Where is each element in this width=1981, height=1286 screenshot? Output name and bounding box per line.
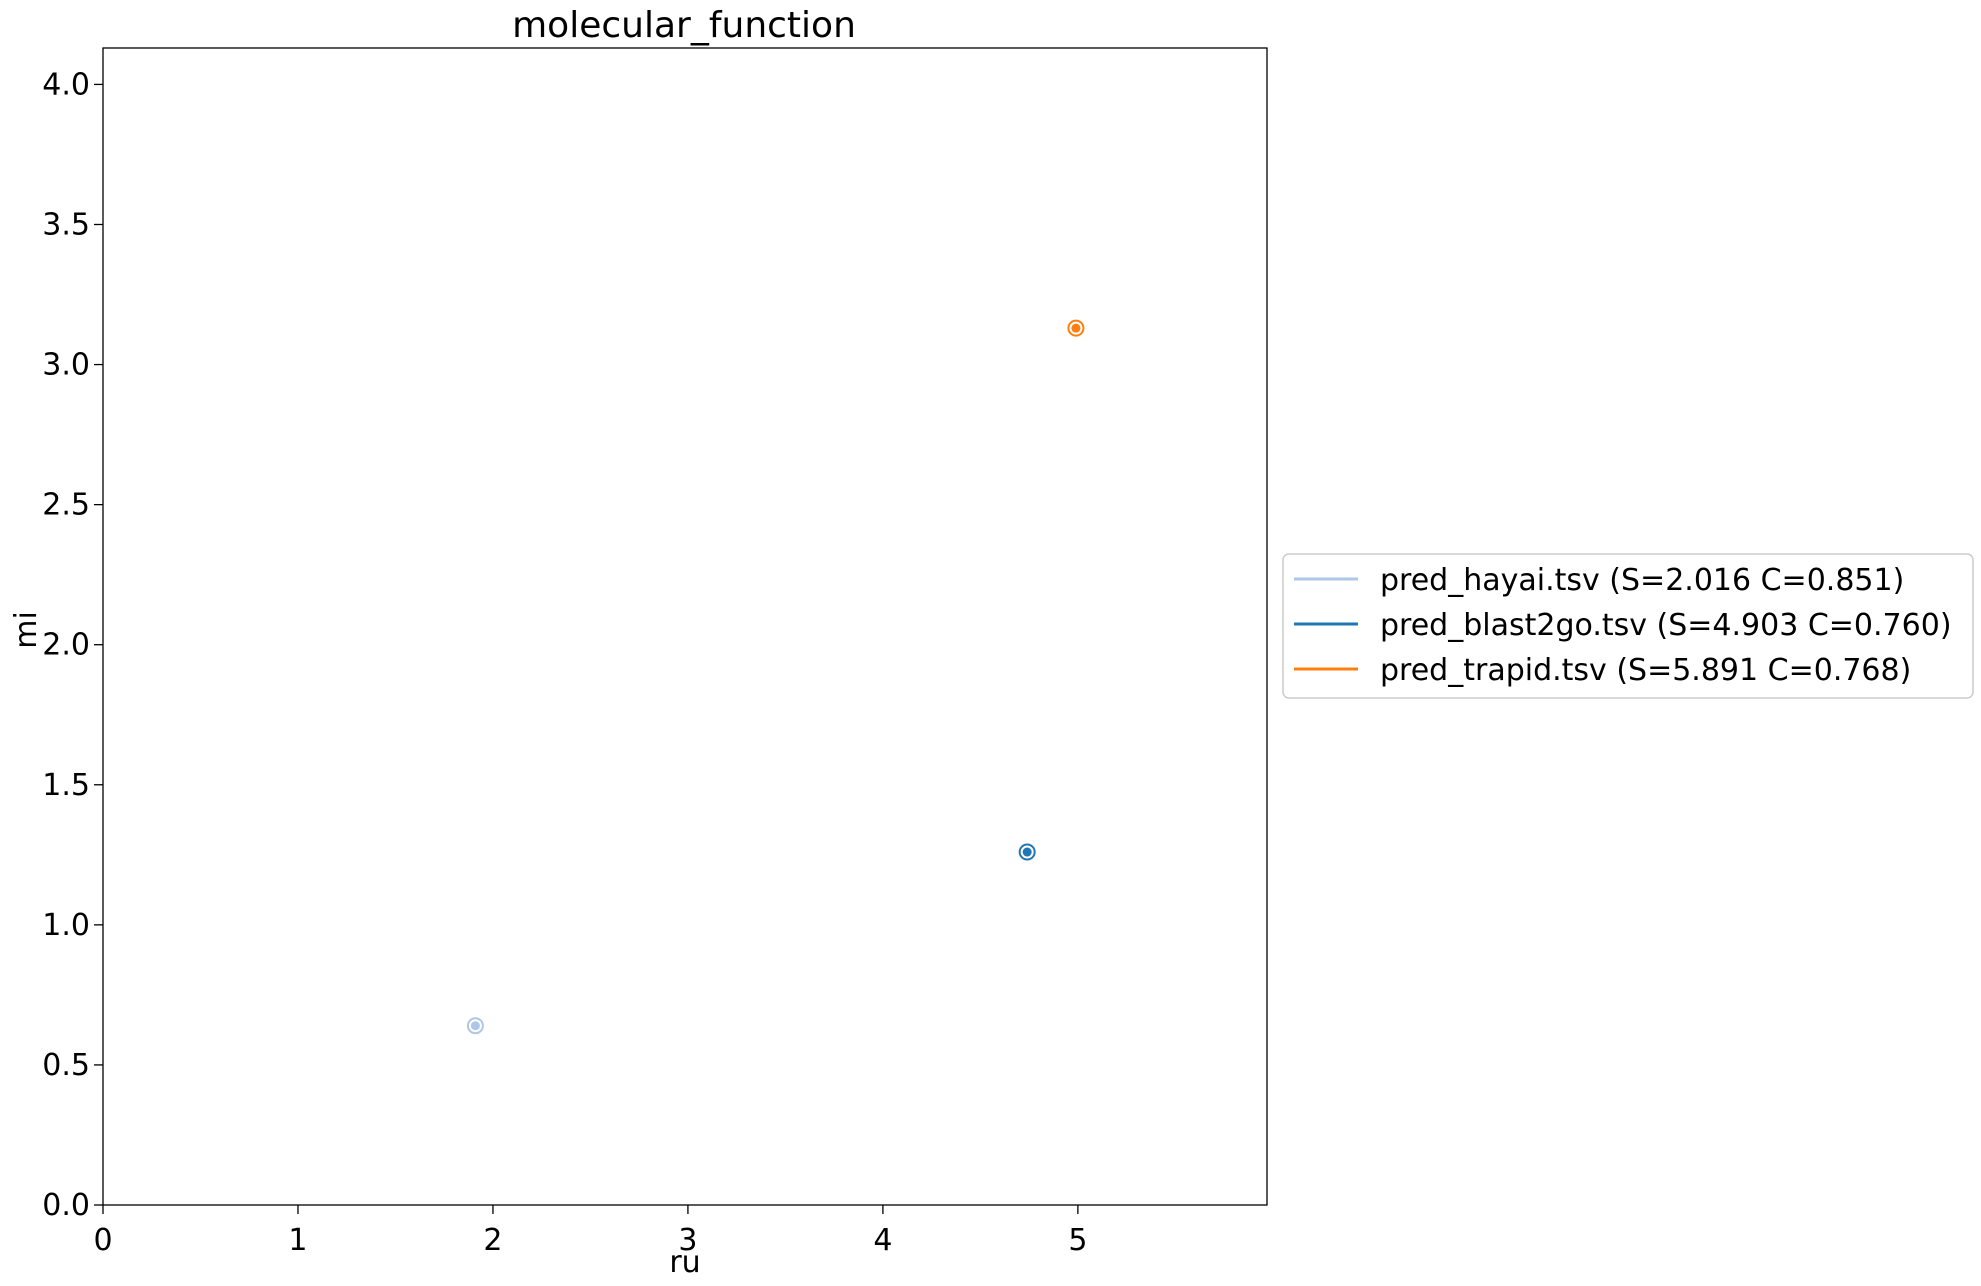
data-point <box>1071 323 1081 333</box>
y-tick-label: 4.0 <box>42 67 90 102</box>
legend-label: pred_hayai.tsv (S=2.016 C=0.851) <box>1380 563 1904 598</box>
y-tick-label: 0.0 <box>42 1188 90 1223</box>
y-tick-label: 3.5 <box>42 207 90 242</box>
data-points <box>466 319 1085 1035</box>
y-tick-label: 1.0 <box>42 908 90 943</box>
axis-ticks: 0 1 2 3 4 5 0.0 0.5 1.0 1.5 2.0 2.5 3.0 3.5 4.0 <box>42 67 1087 1258</box>
legend-items: pred_hayai.tsv (S=2.016 C=0.851) pred_bla… <box>1294 563 1952 688</box>
x-tick-label: 0 <box>93 1223 112 1258</box>
x-axis-label: ru <box>669 1245 700 1280</box>
legend-frame <box>1282 553 1974 699</box>
x-tick-label: 1 <box>288 1223 307 1258</box>
chart-title: molecular_function <box>512 5 856 46</box>
data-point <box>470 1021 480 1031</box>
x-tick-label: 5 <box>1068 1223 1087 1258</box>
y-tick-label: 0.5 <box>42 1048 90 1083</box>
plot-area-frame <box>102 47 1268 1206</box>
legend-label: pred_trapid.tsv (S=5.891 C=0.768) <box>1380 653 1911 688</box>
x-tick-label: 3 <box>678 1223 697 1258</box>
legend-label: pred_blast2go.tsv (S=4.903 C=0.760) <box>1380 608 1952 643</box>
y-tick-label: 3.0 <box>42 348 90 383</box>
y-tick-label: 1.5 <box>42 768 90 803</box>
y-axis-label: mi <box>9 611 44 649</box>
legend: pred_hayai.tsv (S=2.016 C=0.851) pred_bla… <box>1282 553 1974 699</box>
y-tick-label: 2.0 <box>42 628 90 663</box>
x-tick-label: 4 <box>873 1223 892 1258</box>
x-tick-label: 2 <box>483 1223 502 1258</box>
data-point <box>1022 847 1032 857</box>
y-tick-label: 2.5 <box>42 488 90 523</box>
